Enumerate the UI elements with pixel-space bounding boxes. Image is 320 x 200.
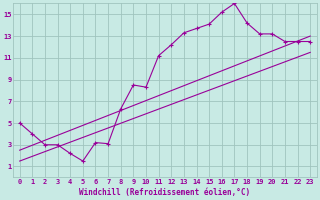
X-axis label: Windchill (Refroidissement éolien,°C): Windchill (Refroidissement éolien,°C) — [79, 188, 251, 197]
